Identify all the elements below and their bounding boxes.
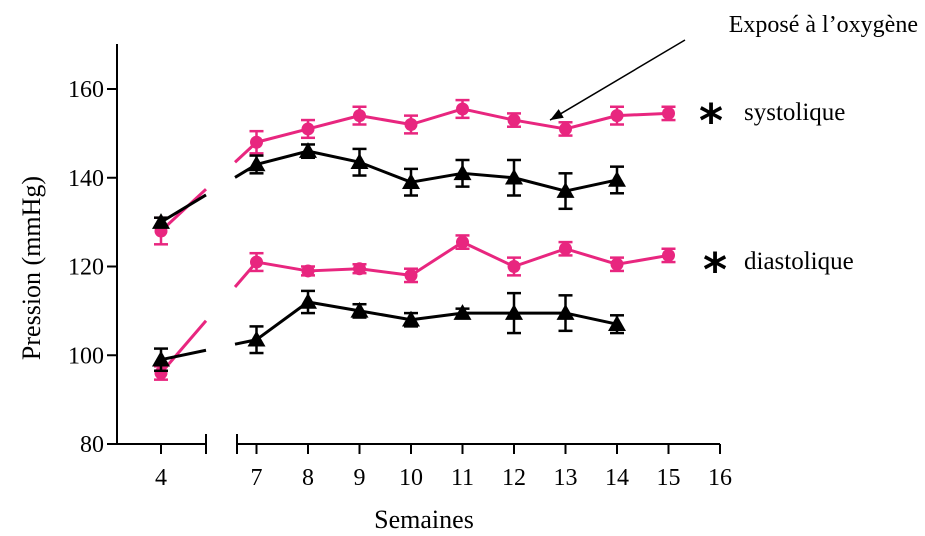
data-point: [247, 330, 266, 347]
x-tick-label-4: 4: [155, 465, 167, 491]
series-diastolique-circle: [154, 234, 676, 381]
data-point: [301, 122, 315, 136]
x-tick-label-10: 10: [399, 465, 423, 491]
labels-layer: Semaines Pression (mmHg) systolique dias…: [17, 12, 918, 534]
label-diastolique: diastolique: [744, 248, 854, 275]
label-systolique: systolique: [744, 99, 845, 126]
annotation-arrow-line: [549, 39, 686, 121]
axes: 80 100 120 140 160 4 7 8 9 10 11 12 13 14 15 16: [68, 44, 732, 491]
data-point: [610, 109, 624, 123]
data-point: [250, 135, 263, 149]
data-point: [453, 304, 472, 320]
data-point: [299, 142, 317, 158]
data-point: [353, 109, 366, 123]
x-axis-title: Semaines: [374, 505, 474, 534]
y-axis-title: Pression (mmHg): [17, 176, 46, 360]
x-tick-label-9: 9: [354, 465, 366, 491]
x-tick-label-16: 16: [708, 465, 732, 491]
data-point: [350, 301, 369, 318]
data-point: [404, 118, 418, 131]
data-point: [505, 304, 523, 320]
line-segment-gap-left: [160, 348, 207, 362]
data-point: [299, 293, 317, 309]
line-segment-gap-left: [160, 193, 207, 224]
series-diastolique-triangle: [152, 289, 626, 373]
significance-star-systolique: *: [699, 94, 723, 148]
x-tick-label-15: 15: [657, 465, 681, 491]
data-point: [608, 315, 626, 331]
data-point: [250, 255, 263, 269]
data-point: [152, 213, 170, 229]
data-point: [453, 164, 472, 181]
data-point: [353, 262, 366, 276]
x-tick-label-14: 14: [605, 465, 629, 491]
data-point: [456, 235, 469, 249]
series-line: [255, 300, 618, 341]
series-line: [256, 149, 618, 193]
series-systolique-triangle: [152, 142, 626, 229]
y-tick-label-80: 80: [80, 432, 104, 458]
significance-star-diastolique: *: [703, 243, 727, 297]
data-point: [402, 310, 420, 327]
y-tick-label-140: 140: [68, 166, 104, 192]
data-point: [608, 170, 626, 187]
data-point: [559, 122, 572, 136]
data-point: [301, 264, 315, 278]
x-tick-label-11: 11: [451, 465, 474, 491]
data-point: [662, 106, 675, 120]
annotation-oxygen: Exposé à l’oxygène: [729, 12, 918, 38]
x-tick-label-12: 12: [502, 465, 526, 491]
annotation-arrow-head: [550, 109, 564, 121]
x-tick-label-8: 8: [302, 465, 314, 491]
x-tick-label-13: 13: [554, 465, 578, 491]
series-layer: [152, 39, 686, 381]
data-point: [559, 242, 572, 256]
series-systolique-circle: [154, 98, 676, 246]
data-point: [507, 113, 521, 127]
data-point: [456, 102, 469, 116]
x-tick-label-7: 7: [251, 465, 263, 491]
data-point: [610, 257, 624, 271]
data-point: [402, 173, 420, 189]
data-point: [556, 304, 575, 320]
data-point: [507, 260, 521, 273]
data-point: [505, 168, 523, 185]
data-point: [152, 350, 170, 367]
data-point: [662, 248, 675, 262]
y-tick-label-100: 100: [68, 343, 104, 369]
data-point: [350, 153, 369, 169]
y-tick-label-120: 120: [68, 255, 104, 281]
data-point: [556, 182, 575, 198]
y-tick-label-160: 160: [68, 77, 104, 103]
data-point: [247, 155, 266, 172]
data-point: [404, 268, 418, 282]
